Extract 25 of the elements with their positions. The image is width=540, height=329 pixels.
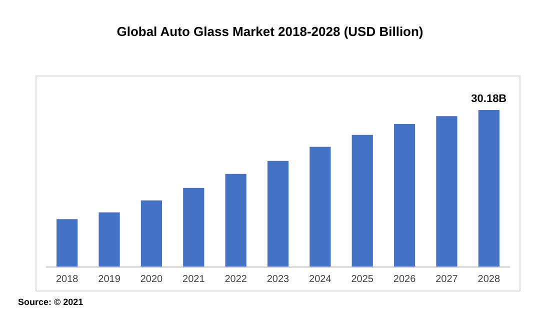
bar bbox=[183, 188, 204, 267]
bar bbox=[267, 160, 289, 267]
bar bbox=[394, 124, 416, 267]
x-tick-label: 2024 bbox=[309, 274, 332, 286]
bar bbox=[98, 212, 120, 267]
x-tick-label: 2018 bbox=[56, 274, 79, 286]
source-note: Source: © 2021 bbox=[18, 297, 84, 307]
x-tick-label: 2028 bbox=[478, 274, 500, 286]
data-label: 30.18B bbox=[471, 93, 507, 105]
bar bbox=[56, 219, 78, 267]
bar bbox=[140, 200, 162, 267]
x-tick-label: 2026 bbox=[393, 274, 416, 286]
x-tick-label: 2020 bbox=[140, 274, 164, 286]
bar bbox=[225, 174, 246, 267]
bar bbox=[352, 134, 373, 267]
x-tick-label: 2025 bbox=[351, 274, 374, 286]
bar bbox=[310, 146, 331, 267]
chart-title: Global Auto Glass Market 2018-2028 (USD Billion) bbox=[116, 24, 424, 39]
x-tick-label: 2022 bbox=[224, 274, 248, 286]
x-tick-label: 2021 bbox=[182, 274, 206, 286]
x-tick-label: 2027 bbox=[436, 274, 458, 286]
x-tick-label: 2023 bbox=[266, 274, 290, 286]
bar bbox=[436, 116, 458, 267]
x-tick-label: 2019 bbox=[98, 274, 121, 286]
bar bbox=[478, 110, 500, 267]
